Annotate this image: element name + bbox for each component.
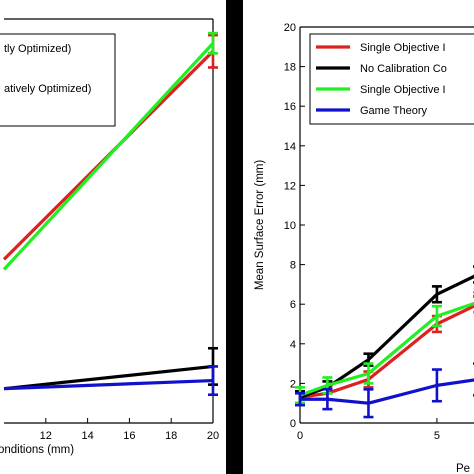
series-line [3, 378, 214, 391]
y-tick-label: 4 [290, 339, 296, 351]
x-tick-label: 5 [434, 430, 440, 442]
series-line [2, 42, 215, 271]
legend-entry: Single Objective I [360, 84, 446, 96]
y-tick-label: 0 [290, 418, 296, 430]
right-chart: 0 5 0 2 4 6 8 10 12 14 16 18 20 Pe Mean Surface Error … [254, 22, 474, 474]
x-tick-label: 0 [297, 430, 303, 442]
legend-entry: Game Theory [360, 105, 428, 117]
y-tick-label: 14 [284, 141, 296, 153]
series-line [3, 364, 214, 391]
left-chart-panel: 12 14 16 18 20 onditions (mm) tly Optimized) at… [0, 0, 226, 474]
legend-box [0, 33, 116, 127]
x-axis-label: onditions (mm) [0, 444, 74, 456]
legend-entry: atively Optimized) [4, 83, 91, 95]
legend-entry: No Calibration Co [360, 63, 447, 75]
y-tick-label: 10 [284, 220, 296, 232]
y-tick-label: 8 [290, 260, 296, 272]
y-tick-label: 6 [290, 299, 296, 311]
x-tick-label: 18 [165, 430, 177, 442]
x-tick-label: 16 [123, 430, 135, 442]
y-tick-label: 18 [284, 62, 296, 74]
legend-entry: tly Optimized) [4, 43, 71, 55]
y-tick-label: 20 [284, 22, 296, 34]
y-tick-label: 12 [284, 180, 296, 192]
x-tick-label: 12 [40, 430, 52, 442]
y-tick-label: 2 [290, 378, 296, 390]
y-axis-label: Mean Surface Error (mm) [254, 160, 266, 291]
legend-entry: Single Objective I [360, 42, 446, 54]
x-tick-label: 20 [207, 430, 219, 442]
left-chart: 12 14 16 18 20 onditions (mm) tly Optimized) at… [0, 18, 219, 456]
x-tick-label: 14 [81, 430, 93, 442]
x-axis-label: Pe [456, 463, 470, 474]
y-tick-label: 16 [284, 101, 296, 113]
right-chart-panel: 0 5 0 2 4 6 8 10 12 14 16 18 20 Pe Mean Surface Error … [243, 0, 474, 474]
